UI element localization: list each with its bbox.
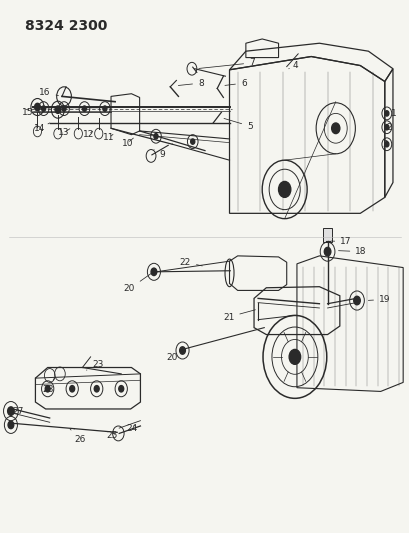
Text: 23: 23 <box>86 360 103 370</box>
Text: 7: 7 <box>198 59 254 68</box>
Text: 1: 1 <box>390 109 396 118</box>
Circle shape <box>94 385 99 392</box>
Text: 27: 27 <box>12 407 23 416</box>
Circle shape <box>151 268 156 276</box>
Text: 5: 5 <box>223 118 252 131</box>
Text: 20: 20 <box>124 273 151 293</box>
Circle shape <box>384 125 388 130</box>
Text: 17: 17 <box>330 237 351 246</box>
Text: 6: 6 <box>225 78 246 87</box>
Circle shape <box>324 247 330 256</box>
Circle shape <box>34 103 40 111</box>
Text: 22: 22 <box>179 258 202 266</box>
Text: 9: 9 <box>153 150 164 159</box>
Circle shape <box>8 421 14 429</box>
Text: 19: 19 <box>367 295 390 304</box>
Circle shape <box>288 350 300 365</box>
Text: 15: 15 <box>21 108 40 117</box>
FancyBboxPatch shape <box>323 228 331 242</box>
Circle shape <box>82 106 86 111</box>
Text: 4: 4 <box>288 61 297 70</box>
Circle shape <box>8 407 14 415</box>
Circle shape <box>119 385 124 392</box>
Circle shape <box>41 106 45 111</box>
Text: 25: 25 <box>106 431 117 440</box>
Text: 3: 3 <box>382 140 388 149</box>
Text: 12: 12 <box>83 130 94 139</box>
Circle shape <box>353 296 360 305</box>
Circle shape <box>190 139 194 144</box>
Circle shape <box>384 142 388 147</box>
Text: 11: 11 <box>103 133 115 142</box>
Circle shape <box>384 111 388 116</box>
Text: 21: 21 <box>222 310 255 321</box>
Text: 14: 14 <box>34 123 49 133</box>
Text: 8: 8 <box>178 78 203 87</box>
Text: 24: 24 <box>126 424 137 433</box>
Text: 18: 18 <box>338 247 366 256</box>
Circle shape <box>331 123 339 134</box>
Text: 16: 16 <box>39 87 58 96</box>
Text: 8324 2300: 8324 2300 <box>25 19 107 33</box>
Circle shape <box>278 181 290 197</box>
Circle shape <box>55 106 61 114</box>
Circle shape <box>153 134 157 139</box>
Circle shape <box>103 106 107 111</box>
Text: 13: 13 <box>58 128 70 137</box>
Circle shape <box>179 347 185 354</box>
Circle shape <box>70 385 74 392</box>
Text: 20: 20 <box>166 350 182 362</box>
Text: 10: 10 <box>121 138 133 148</box>
Text: 28: 28 <box>42 378 54 394</box>
Circle shape <box>62 106 66 111</box>
Circle shape <box>45 385 50 392</box>
Text: 26: 26 <box>70 429 86 444</box>
Text: 2: 2 <box>386 123 391 132</box>
